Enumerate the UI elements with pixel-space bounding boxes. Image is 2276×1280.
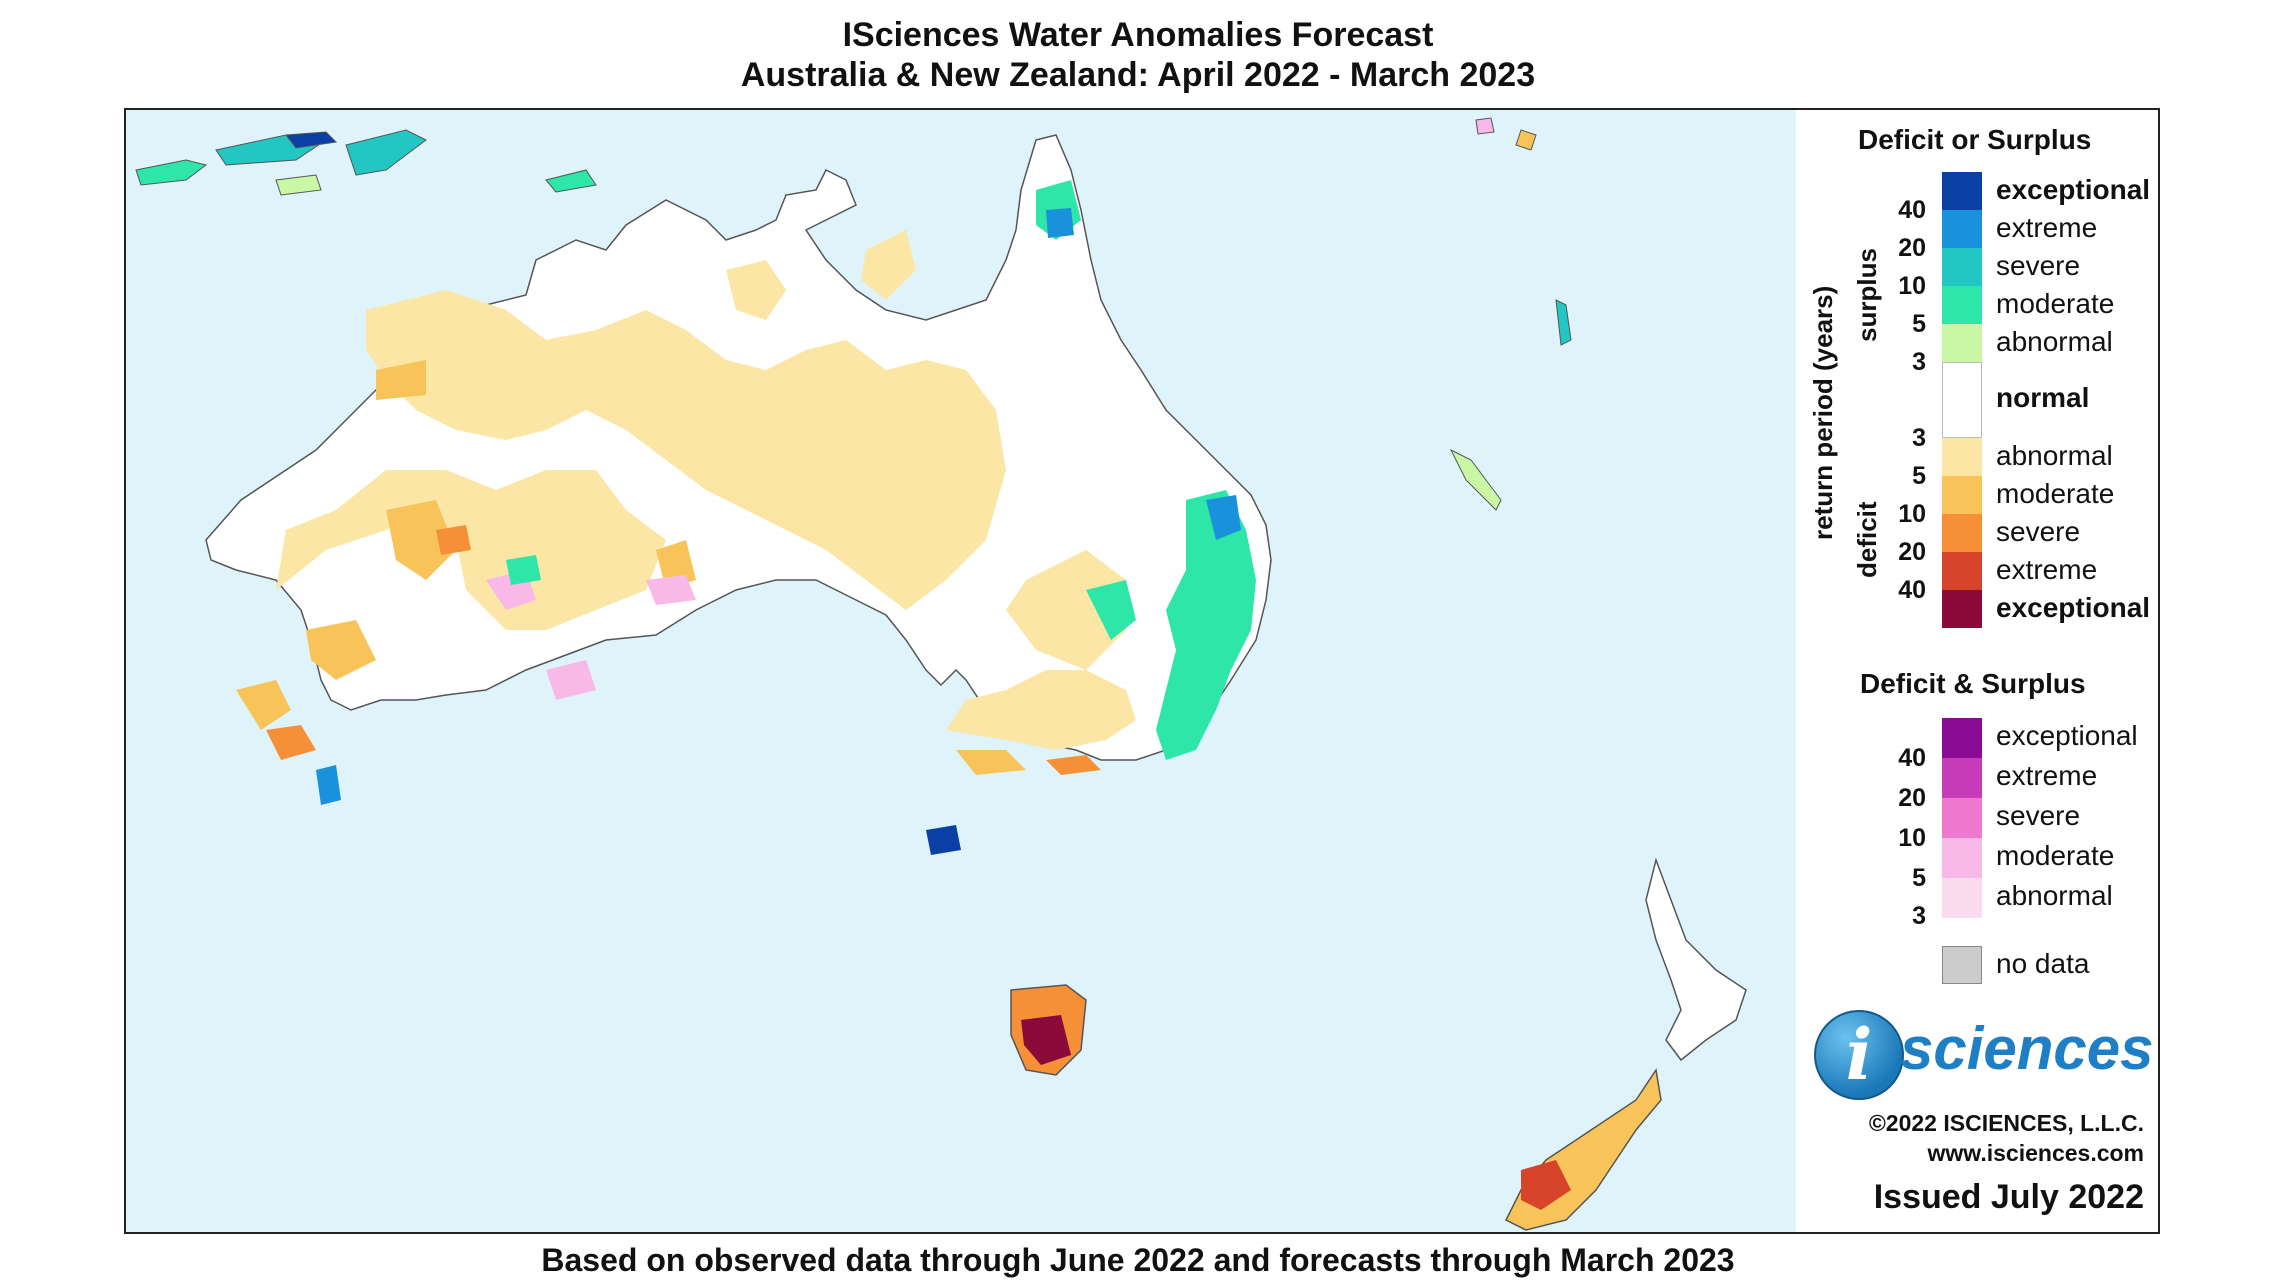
legend-panel: Deficit or Surplus return period (years)… — [1796, 108, 2160, 1234]
legend-swatch-deficit-abnormal — [1942, 438, 1982, 476]
legend-swatch-deficit-severe — [1942, 514, 1982, 552]
website-text: www.isciences.com — [1927, 1140, 2144, 1166]
legend-tick-surplus-20: 20 — [1898, 234, 1926, 262]
logo-wordmark: sciences — [1900, 1015, 2154, 1082]
legend-surplus-label: surplus — [1852, 248, 1882, 342]
footer-note: Based on observed data through June 2022… — [541, 1242, 1735, 1278]
legend-tick-both-20: 20 — [1898, 784, 1926, 812]
map-title-line1: ISciences Water Anomalies Forecast — [842, 16, 1434, 54]
pacific-islands — [1449, 117, 1572, 511]
legend-swatch-surplus-extreme — [1942, 210, 1982, 248]
deficit-moderate-patches — [236, 360, 1026, 775]
deficit-severe-patches — [266, 525, 1101, 775]
logo-i-icon: i — [1814, 1010, 1904, 1100]
legend-label-surplus-severe: severe — [1996, 250, 2081, 281]
legend-label-both-abnormal: abnormal — [1996, 880, 2113, 911]
issued-date: Issued July 2022 — [1873, 1178, 2144, 1216]
legend-deficit-label: deficit — [1852, 501, 1882, 578]
legend-label-surplus-moderate: moderate — [1996, 288, 2115, 319]
legend-tick-deficit-40: 40 — [1898, 576, 1926, 604]
legend-tick-deficit-5: 5 — [1912, 462, 1926, 490]
legend-label-deficit-abnormal: abnormal — [1996, 440, 2113, 471]
legend-axis-label: return period (years) — [1808, 285, 1838, 540]
legend-swatch-normal — [1942, 362, 1982, 438]
legend-tick-both-40: 40 — [1898, 744, 1926, 772]
legend-tick-both-3: 3 — [1912, 902, 1926, 930]
legend-tick-surplus-40: 40 — [1898, 196, 1926, 224]
legend-label-surplus-extreme: extreme — [1996, 212, 2098, 243]
legend-tick-deficit-10: 10 — [1898, 500, 1926, 528]
legend-label-both-extreme: extreme — [1996, 760, 2098, 791]
legend-label-normal: normal — [1996, 382, 2090, 413]
legend-label-surplus-exceptional: exceptional — [1996, 174, 2151, 205]
map-panel — [124, 108, 1798, 1234]
legend-heading-deficit-or-surplus: Deficit or Surplus — [1858, 124, 2092, 155]
legend-tick-surplus-10: 10 — [1898, 272, 1926, 300]
legend-swatch-both-exceptional — [1942, 718, 1982, 758]
tasmania-exceptional-deficit — [1021, 1015, 1071, 1065]
isciences-logo: i sciences — [1814, 1010, 2154, 1100]
legend-swatch-both-extreme — [1942, 758, 1982, 798]
legend-tick-deficit-20: 20 — [1898, 538, 1926, 566]
legend-label-deficit-exceptional: exceptional — [1996, 592, 2151, 623]
legend-swatch-no-data — [1942, 946, 1982, 984]
new-zealand-north-island — [1645, 857, 1747, 1062]
legend-label-deficit-extreme: extreme — [1996, 554, 2098, 585]
new-zealand-deficit-severe — [1521, 1160, 1571, 1210]
legend-swatch-both-severe — [1942, 798, 1982, 838]
legend-swatch-surplus-moderate — [1942, 286, 1982, 324]
copyright-text: ©2022 ISCIENCES, L.L.C. — [1868, 1110, 2144, 1136]
legend-swatch-deficit-exceptional — [1942, 590, 1982, 628]
map-title-line2: Australia & New Zealand: April 2022 - Ma… — [740, 56, 1536, 94]
map-canvas — [135, 117, 1747, 1231]
legend-tick-deficit-3: 3 — [1912, 424, 1926, 452]
legend-swatch-both-abnormal — [1942, 878, 1982, 918]
legend-swatch-surplus-exceptional — [1942, 172, 1982, 210]
legend-swatch-surplus-severe — [1942, 248, 1982, 286]
surplus-extreme-patches — [316, 208, 1241, 805]
legend-tick-surplus-3: 3 — [1912, 348, 1926, 376]
legend-label-no-data: no data — [1996, 948, 2090, 979]
legend-label-both-severe: severe — [1996, 800, 2081, 831]
legend-tick-both-10: 10 — [1898, 824, 1926, 852]
legend-heading-deficit-and-surplus: Deficit & Surplus — [1860, 668, 2086, 699]
legend-swatch-surplus-abnormal — [1942, 324, 1982, 362]
legend-label-deficit-severe: severe — [1996, 516, 2081, 547]
legend-swatch-both-moderate — [1942, 838, 1982, 878]
legend-label-both-moderate: moderate — [1996, 840, 2115, 871]
legend-label-both-exceptional: exceptional — [1996, 720, 2138, 751]
northern-islands — [135, 129, 597, 196]
legend-swatch-deficit-moderate — [1942, 476, 1982, 514]
legend-label-surplus-abnormal: abnormal — [1996, 326, 2113, 357]
legend-swatch-deficit-extreme — [1942, 552, 1982, 590]
new-zealand-south-island — [1504, 1068, 1662, 1231]
legend-tick-both-5: 5 — [1912, 864, 1926, 892]
legend-tick-surplus-5: 5 — [1912, 310, 1926, 338]
surplus-exceptional-patches — [926, 825, 961, 855]
legend-label-deficit-moderate: moderate — [1996, 478, 2115, 509]
